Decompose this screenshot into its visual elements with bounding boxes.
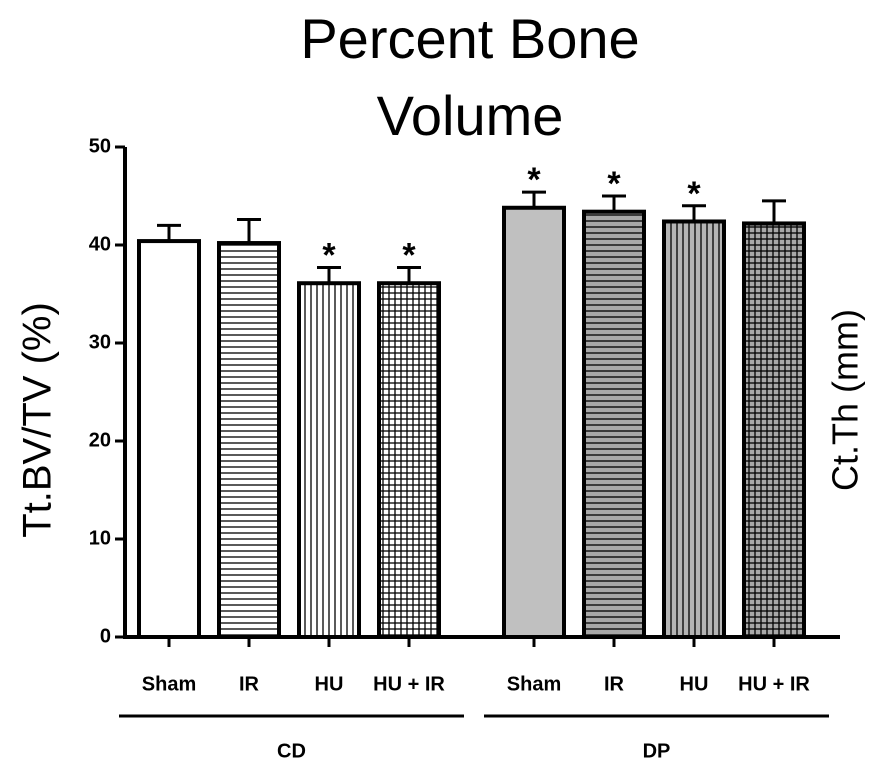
x-tick-label: HU [680, 673, 709, 695]
x-tick-label: HU + IR [373, 673, 445, 695]
significance-marker: * [322, 237, 336, 275]
significance-marker: * [607, 165, 621, 203]
y-tick-label: 20 [89, 429, 111, 451]
x-tick-label: HU [315, 673, 344, 695]
group-label: DP [643, 740, 671, 762]
x-tick-label: IR [239, 673, 260, 695]
chart-title: Percent Bone Volume [300, 7, 640, 147]
y-tick-label: 40 [89, 233, 111, 255]
bar [137, 239, 201, 640]
group-label: CD [277, 740, 306, 762]
y-tick-label: 0 [100, 625, 111, 647]
x-tick-label: Sham [142, 673, 196, 695]
x-tick-label: IR [604, 673, 625, 695]
y2-axis-label: Ct.Th (mm) [825, 309, 866, 491]
bar [742, 221, 806, 639]
significance-marker: * [402, 237, 416, 275]
y-tick-label: 30 [89, 331, 111, 353]
x-tick-label: HU + IR [738, 673, 810, 695]
significance-marker: * [687, 175, 701, 213]
bar [582, 209, 646, 639]
bar [297, 281, 361, 639]
bar [502, 205, 566, 639]
bar [377, 281, 441, 639]
bar [662, 219, 726, 639]
y-tick-label: 10 [89, 527, 111, 549]
y-axis-label: Tt.BV/TV (%) [16, 302, 60, 538]
x-tick-label: Sham [507, 673, 561, 695]
y-tick-label: 50 [89, 135, 111, 157]
bar [217, 241, 281, 639]
significance-marker: * [527, 161, 541, 199]
